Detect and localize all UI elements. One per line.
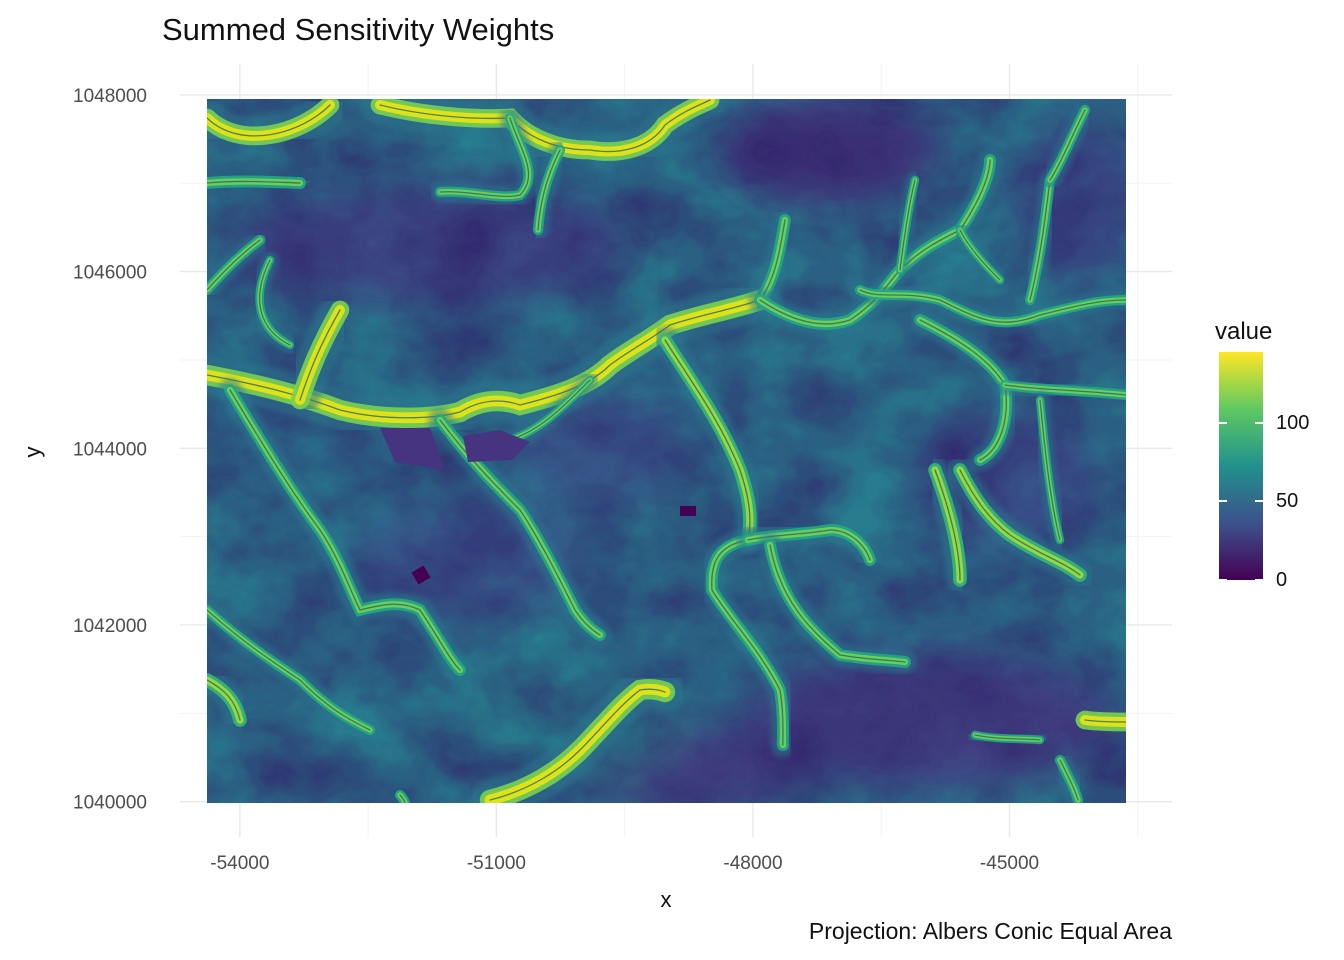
stream-line (899, 179, 916, 271)
legend-title: value (1215, 318, 1273, 345)
stream-line (1029, 179, 1051, 301)
x-axis-ticks: -54000 -51000 -48000 -45000 (210, 853, 1039, 874)
x-tick-label: -48000 (723, 853, 782, 874)
stream-line (711, 539, 784, 746)
stream-line (207, 239, 261, 291)
legend-label: 50 (1276, 490, 1299, 513)
projection-caption: Projection: Albers Conic Equal Area (808, 918, 1172, 944)
stream-line (959, 469, 1081, 576)
raster-holes (380, 428, 696, 585)
stream-line (537, 149, 561, 231)
legend-tick-mark-left (1219, 579, 1227, 581)
legend-tick-mark-left (1219, 500, 1227, 503)
x-axis-title: x (661, 887, 672, 912)
y-tick-label: 1042000 (73, 616, 147, 637)
legend-label: 0 (1276, 569, 1288, 591)
stream-line (207, 679, 241, 721)
stream-line (509, 379, 591, 441)
legend-tick-mark-right (1255, 500, 1263, 503)
stream-line (664, 339, 751, 541)
stream-line (769, 544, 906, 663)
x-tick-label: -45000 (980, 853, 1039, 874)
legend-label: 100 (1276, 411, 1310, 434)
stream-line (859, 289, 1126, 323)
y-tick-label: 1046000 (73, 263, 147, 284)
y-tick-label: 1044000 (73, 439, 147, 460)
stream-line (974, 734, 1041, 741)
legend-colorbar (1219, 352, 1263, 580)
stream-line (229, 389, 461, 671)
stream-line (1004, 384, 1126, 396)
stream-line (934, 469, 961, 581)
legend-tick-mark-right (1255, 579, 1263, 581)
x-tick-label: -54000 (210, 853, 269, 874)
stream-line (207, 609, 371, 731)
stream-line (439, 419, 601, 636)
stream-line (489, 688, 666, 801)
stream-line (959, 229, 1001, 281)
stream-network (207, 99, 1126, 803)
legend-tick-mark-right (1255, 421, 1263, 424)
y-tick-label: 1048000 (73, 86, 147, 107)
stream-line (399, 794, 406, 803)
stream-line (299, 309, 341, 401)
stream-line (1084, 719, 1126, 723)
x-tick-label: -51000 (467, 853, 526, 874)
sensitivity-raster (207, 99, 1126, 803)
stream-line (379, 99, 711, 153)
y-axis-title: y (20, 447, 45, 458)
y-axis-ticks: 1040000 1042000 1044000 1046000 1048000 (73, 86, 147, 814)
stream-line (207, 104, 331, 137)
chart-title: Summed Sensitivity Weights (162, 12, 555, 47)
stream-line (439, 117, 530, 198)
stream-line (1049, 109, 1086, 181)
y-tick-label: 1040000 (73, 793, 147, 814)
stream-line (258, 259, 291, 346)
legend-tick-mark-left (1219, 421, 1227, 424)
stream-line (1039, 399, 1061, 541)
stream-line (207, 180, 301, 184)
stream-line (207, 299, 761, 419)
stream-line (1059, 759, 1079, 801)
